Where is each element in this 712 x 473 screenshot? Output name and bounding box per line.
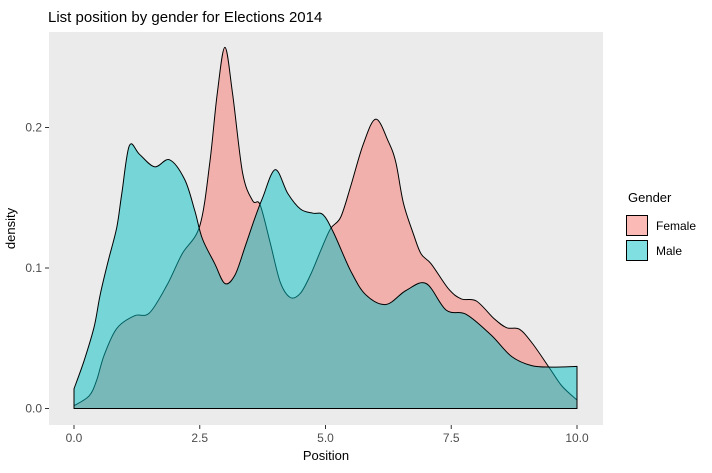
- y-axis-title: density: [3, 207, 19, 250]
- x-tick-label: 5.0: [317, 431, 334, 445]
- y-tick-label: 0.0: [25, 402, 42, 416]
- chart-title: List position by gender for Elections 20…: [48, 9, 323, 26]
- legend-entry-female: Female: [626, 215, 696, 236]
- male-swatch-icon: [626, 240, 648, 261]
- y-axis-title-wrap: density: [2, 32, 20, 425]
- x-tick-label: 10.0: [565, 431, 589, 445]
- x-tick-label: 0.0: [66, 431, 83, 445]
- x-tick-label: 2.5: [191, 431, 208, 445]
- y-tick-label: 0.2: [25, 121, 42, 135]
- legend-title: Gender: [628, 190, 672, 205]
- male-density-area: [73, 143, 578, 409]
- y-tick-label: 0.1: [25, 261, 42, 275]
- x-axis-title: Position: [302, 448, 350, 463]
- legend: Gender Female Male: [626, 190, 696, 265]
- female-swatch-icon: [626, 215, 648, 236]
- legend-label-male: Male: [656, 243, 683, 258]
- legend-label-female: Female: [656, 218, 697, 233]
- x-tick-label: 7.5: [443, 431, 460, 445]
- legend-entry-male: Male: [626, 240, 696, 261]
